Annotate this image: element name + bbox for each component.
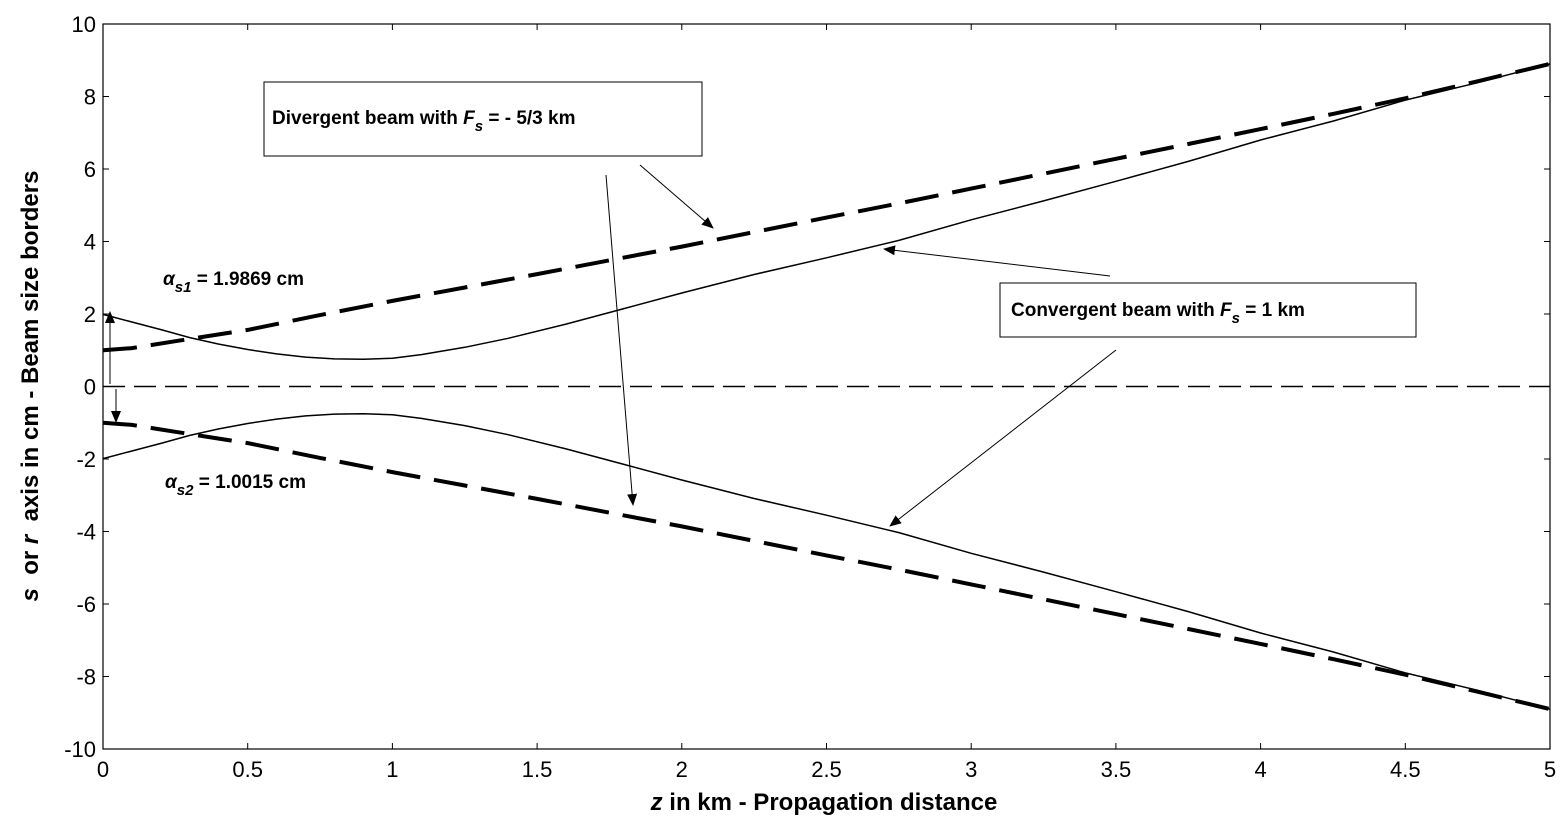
y-tick-label-7: 4: [84, 230, 96, 255]
alpha1-var: α: [163, 269, 176, 290]
x-tick-label-0: 0: [97, 757, 109, 782]
divergent-arrow-lower: [605, 174, 638, 506]
convergent-arrow-upper: [883, 245, 1111, 277]
divergent-label-prefix: Divergent beam with: [272, 108, 463, 129]
y-axis-title: s or r axis in cm - Beam size borders: [17, 171, 44, 602]
x-tick-label-8: 4: [1254, 757, 1266, 782]
divergent-annotation: Divergent beam with Fs = - 5/3 km: [263, 81, 714, 506]
x-tick-label-2: 1: [386, 757, 398, 782]
alpha1-suffix: = 1.9869 cm: [191, 269, 304, 290]
alpha1-label: αs1 = 1.9869 cm: [163, 269, 304, 296]
divergent-label-suffix: = - 5/3 km: [483, 108, 575, 129]
alpha2-label: αs2 = 1.0015 cm: [165, 472, 306, 499]
alpha2-sub: s2: [177, 482, 194, 499]
x-tick-label-9: 4.5: [1390, 757, 1421, 782]
x-tick-label-10: 5: [1544, 757, 1556, 782]
alpha1-sub: s1: [175, 279, 192, 296]
x-axis-title: z in km - Propagation distance: [650, 789, 998, 816]
divergent-label-var: F: [463, 108, 476, 129]
series-convergent-lower: [102, 412, 1551, 710]
convergent-arrow-lower: [889, 349, 1117, 527]
y-axis-mid: or: [17, 544, 44, 588]
series-convergent-upper: [102, 63, 1551, 361]
y-axis-var-r: r: [17, 533, 44, 544]
convergent-annotation: Convergent beam with Fs = 1 km: [883, 245, 1417, 527]
x-tick-label-5: 2.5: [811, 757, 842, 782]
y-tick-label-10: 10: [72, 12, 96, 37]
x-tick-label-3: 1.5: [522, 757, 553, 782]
convergent-label-sub: s: [1232, 310, 1240, 327]
series-divergent-lower: [102, 420, 1551, 712]
divergent-label-sub: s: [475, 118, 483, 135]
alpha2-var: α: [165, 472, 178, 493]
x-axis-text: in km - Propagation distance: [663, 789, 998, 816]
convergent-label-suffix: = 1 km: [1240, 300, 1305, 321]
divergent-arrow-upper: [639, 164, 714, 229]
x-tick-label-7: 3.5: [1101, 757, 1132, 782]
convergent-label: Convergent beam with Fs = 1 km: [1011, 300, 1305, 327]
alpha1-annotation: αs1 = 1.9869 cm: [105, 269, 304, 384]
divergent-label: Divergent beam with Fs = - 5/3 km: [272, 108, 575, 135]
convergent-label-prefix: Convergent beam with: [1011, 300, 1220, 321]
y-tick-label-3: -4: [76, 520, 96, 545]
series-divergent-upper: [102, 61, 1551, 353]
y-tick-label-8: 6: [84, 157, 96, 182]
y-tick-label-6: 2: [84, 302, 96, 327]
y-tick-label-4: -2: [76, 447, 96, 472]
y-axis-var-s: s: [17, 588, 44, 601]
x-tick-label-1: 0.5: [232, 757, 263, 782]
convergent-label-var: F: [1220, 300, 1233, 321]
x-axis-var: z: [650, 789, 663, 816]
tick-labels: 0 0.5 1 1.5 2 2.5 3 3.5 4 4.5 5 -10 -8 -6 -4 -2 0 2 4 6 8 10: [64, 12, 1556, 782]
x-tick-label-6: 3: [965, 757, 977, 782]
y-axis-text: axis in cm - Beam size borders: [17, 171, 44, 535]
y-tick-label-9: 8: [84, 85, 96, 110]
alpha2-annotation: αs2 = 1.0015 cm: [111, 389, 306, 499]
y-tick-label-5: 0: [84, 375, 96, 400]
plot-frame: [102, 23, 1551, 750]
y-tick-label-1: -8: [76, 665, 96, 690]
y-tick-label-0: -10: [64, 737, 96, 762]
divergent-label-box: [263, 81, 703, 157]
convergent-label-box: [999, 282, 1417, 338]
x-tick-label-4: 2: [676, 757, 688, 782]
data-series: [102, 61, 1551, 712]
y-tick-label-2: -6: [76, 592, 96, 617]
alpha2-suffix: = 1.0015 cm: [193, 472, 306, 493]
